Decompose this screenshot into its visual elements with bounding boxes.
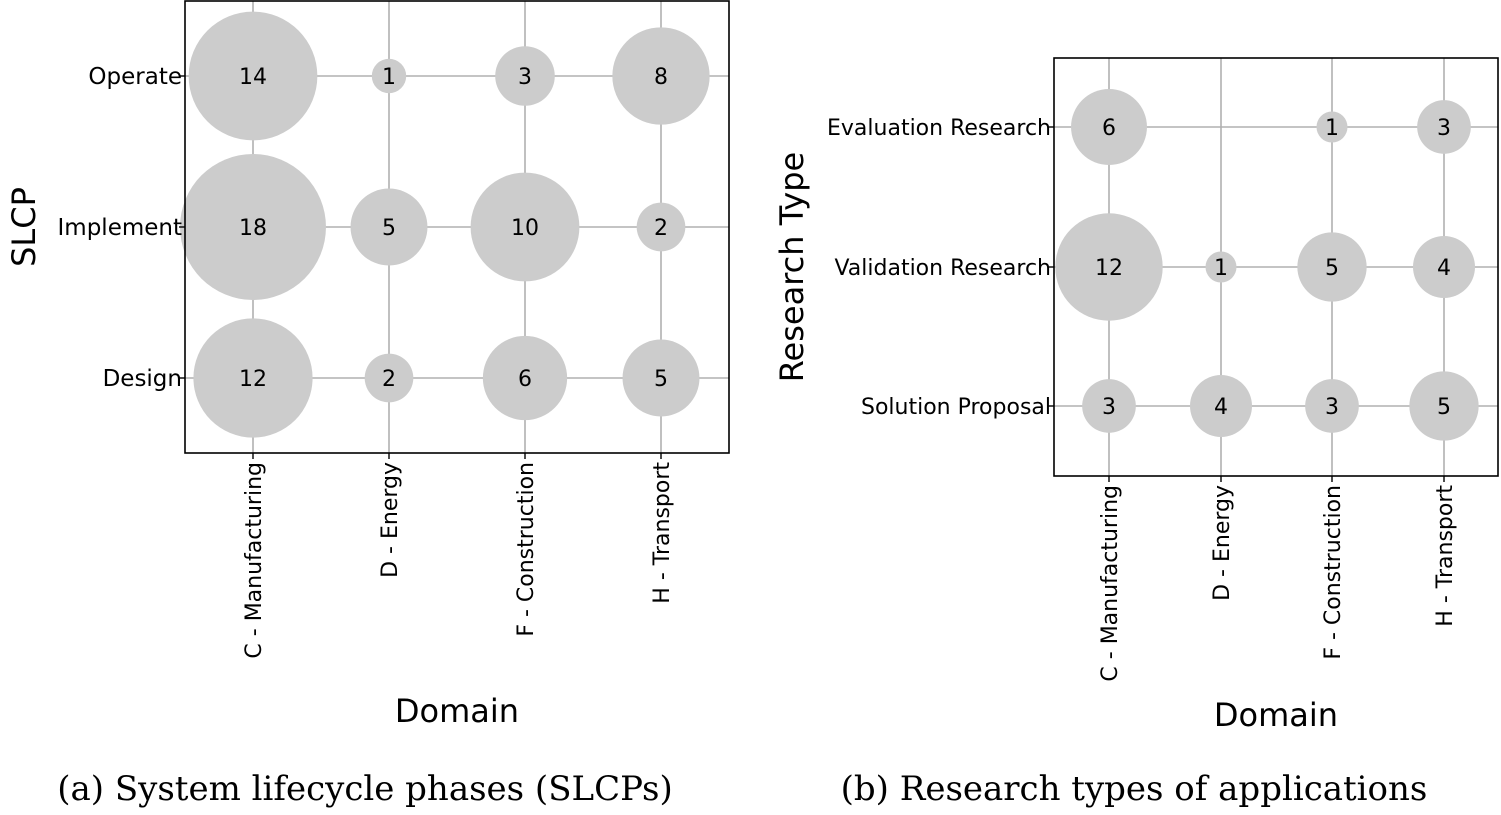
bubble-value-label: 3	[518, 65, 532, 90]
bubble	[1316, 111, 1348, 143]
chart-research-type: 6 1 3 12 1 5 4 3 4 3 5 Solution Proposal Validation …	[773, 57, 1499, 734]
bubble-value-label: 5	[382, 216, 396, 241]
bubble-value-label: 14	[239, 65, 267, 90]
bubble-value-label: 3	[1325, 395, 1339, 420]
x-tick-label: F - Construction	[514, 462, 539, 637]
bubble-value-label: 5	[654, 367, 668, 392]
bubble-value-label: 1	[382, 65, 396, 90]
bubble	[622, 339, 700, 417]
bubble-value-label: 1	[1325, 116, 1339, 141]
x-tick-label: C - Manufacturing	[242, 462, 267, 659]
bubble-value-label: 6	[1102, 116, 1116, 141]
x-tick-label: D - Energy	[1210, 485, 1235, 601]
y-axis-label: Research Type	[773, 152, 811, 382]
bubble-value-label: 8	[654, 65, 668, 90]
bubble	[188, 11, 318, 141]
y-tick-label: Evaluation Research	[827, 116, 1051, 141]
caption-b: (b) Research types of applications	[841, 769, 1428, 809]
bubble	[636, 202, 686, 252]
bubble	[612, 27, 710, 125]
bubble	[180, 154, 326, 300]
bubble-value-label: 12	[239, 367, 267, 392]
bubble	[495, 46, 555, 106]
x-tick-label: H - Transport	[650, 462, 675, 604]
bubble	[1082, 379, 1136, 433]
bubble-value-label: 3	[1437, 116, 1451, 141]
bubble	[364, 353, 414, 403]
bubble	[1413, 236, 1475, 298]
x-axis-label: Domain	[1214, 696, 1338, 734]
bubble	[1205, 251, 1237, 283]
bubble-value-label: 5	[1325, 256, 1339, 281]
bubble	[1409, 371, 1479, 441]
bubble	[470, 172, 580, 282]
y-tick-label: Validation Research	[834, 256, 1051, 281]
caption-a: (a) System lifecycle phases (SLCPs)	[57, 769, 673, 809]
x-tick-label: C - Manufacturing	[1098, 485, 1123, 682]
bubble	[1305, 379, 1359, 433]
bubble-value-label: 12	[1095, 256, 1123, 281]
bubble-value-label: 6	[518, 367, 532, 392]
bubble	[193, 318, 313, 438]
bubble-value-label: 10	[511, 216, 539, 241]
x-axis-label: Domain	[395, 692, 519, 730]
x-tick-label: H - Transport	[1433, 485, 1458, 627]
bubble-value-label: 3	[1102, 395, 1116, 420]
y-tick-label: Operate	[88, 64, 182, 90]
y-tick-label: Solution Proposal	[861, 395, 1051, 420]
bubble-value-label: 1	[1214, 256, 1228, 281]
bubble	[350, 188, 428, 266]
bubble-value-label: 4	[1214, 395, 1228, 420]
bubble	[1190, 375, 1252, 437]
y-tick-label: Design	[103, 366, 182, 392]
bubble	[1071, 89, 1147, 165]
y-axis-label: SLCP	[5, 187, 43, 267]
x-tick-label: D - Energy	[378, 462, 403, 578]
bubble	[1055, 213, 1163, 321]
bubble-value-label: 5	[1437, 395, 1451, 420]
bubble	[371, 58, 407, 94]
bubble	[1297, 232, 1367, 302]
bubble	[1417, 100, 1471, 154]
bubble-value-label: 18	[239, 216, 267, 241]
bubble-value-label: 4	[1437, 256, 1451, 281]
chart-slcp: 14 1 3 8 18 5 10 2 12 2 6 5 Design Implement Operate C …	[5, 0, 730, 730]
bubble-value-label: 2	[382, 367, 396, 392]
x-tick-label: F - Construction	[1321, 485, 1346, 660]
bubble-value-label: 2	[654, 216, 668, 241]
bubble	[482, 335, 568, 421]
y-tick-label: Implement	[58, 215, 182, 241]
